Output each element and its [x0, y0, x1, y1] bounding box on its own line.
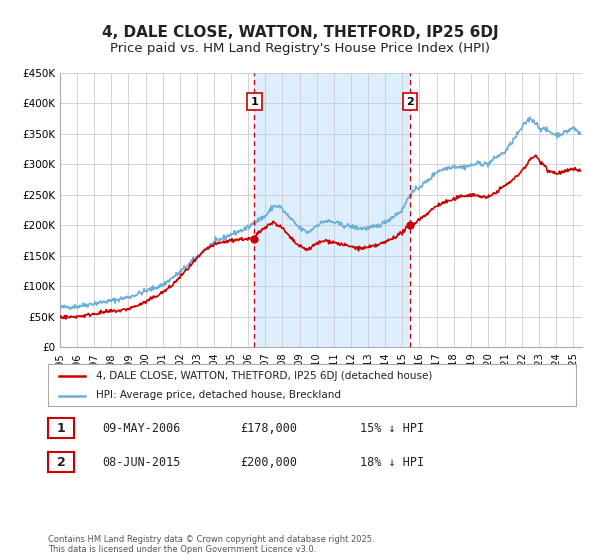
Text: 2: 2: [57, 455, 65, 469]
Text: HPI: Average price, detached house, Breckland: HPI: Average price, detached house, Brec…: [95, 390, 341, 400]
Text: 08-JUN-2015: 08-JUN-2015: [102, 455, 181, 469]
Bar: [254, 73, 410, 347]
Text: 4, DALE CLOSE, WATTON, THETFORD, IP25 6DJ: 4, DALE CLOSE, WATTON, THETFORD, IP25 6D…: [101, 25, 499, 40]
Text: 18% ↓ HPI: 18% ↓ HPI: [360, 455, 424, 469]
Text: Contains HM Land Registry data © Crown copyright and database right 2025.
This d: Contains HM Land Registry data © Crown c…: [48, 535, 374, 554]
Text: £200,000: £200,000: [240, 455, 297, 469]
Text: Price paid vs. HM Land Registry's House Price Index (HPI): Price paid vs. HM Land Registry's House …: [110, 42, 490, 55]
Text: 09-MAY-2006: 09-MAY-2006: [102, 422, 181, 435]
Text: £178,000: £178,000: [240, 422, 297, 435]
Text: 2: 2: [406, 97, 414, 106]
Text: 1: 1: [250, 97, 258, 106]
Text: 15% ↓ HPI: 15% ↓ HPI: [360, 422, 424, 435]
Text: 4, DALE CLOSE, WATTON, THETFORD, IP25 6DJ (detached house): 4, DALE CLOSE, WATTON, THETFORD, IP25 6D…: [95, 371, 432, 381]
Text: 1: 1: [57, 422, 65, 435]
